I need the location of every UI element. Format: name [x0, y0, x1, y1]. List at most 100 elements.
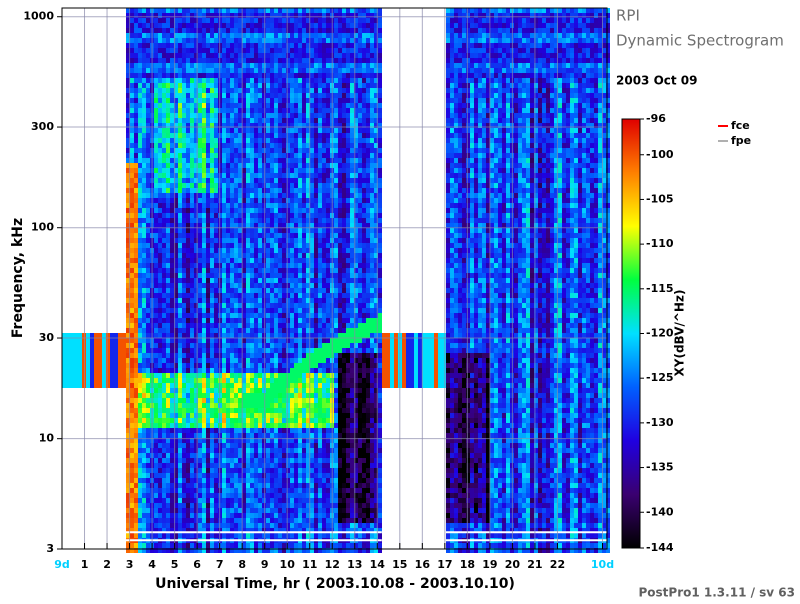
spectrogram-cell	[186, 313, 190, 318]
spectrogram-cell	[138, 363, 142, 368]
spectrogram-cell	[90, 373, 94, 378]
spectrogram-cell	[242, 13, 246, 18]
spectrogram-cell	[126, 458, 130, 463]
spectrogram-cell	[190, 193, 194, 198]
spectrogram-cell	[222, 363, 226, 368]
spectrogram-cell	[274, 328, 278, 333]
spectrogram-cell	[270, 273, 274, 278]
spectrogram-cell	[222, 48, 226, 53]
spectrogram-cell	[250, 398, 254, 403]
spectrogram-cell	[138, 523, 142, 528]
spectrogram-cell	[222, 123, 226, 128]
spectrogram-cell	[246, 523, 250, 528]
spectrogram-cell	[138, 168, 142, 173]
spectrogram-cell	[262, 38, 266, 43]
spectrogram-cell	[210, 358, 214, 363]
spectrogram-cell	[134, 8, 138, 13]
spectrogram-cell	[162, 363, 166, 368]
spectrogram-cell	[246, 423, 250, 428]
spectrogram-cell	[202, 423, 206, 428]
spectrogram-cell	[134, 348, 138, 353]
spectrogram-cell	[210, 478, 214, 483]
spectrogram-cell	[294, 438, 298, 443]
spectrogram-cell	[258, 308, 262, 313]
spectrogram-cell	[246, 268, 250, 273]
spectrogram-cell	[262, 233, 266, 238]
spectrogram-cell	[126, 88, 130, 93]
spectrogram-cell	[166, 258, 170, 263]
spectrogram-cell	[78, 333, 82, 338]
spectrogram-cell	[282, 403, 286, 408]
spectrogram-cell	[230, 393, 234, 398]
spectrogram-cell	[126, 228, 130, 233]
spectrogram-cell	[286, 218, 290, 223]
spectrogram-cell	[142, 183, 146, 188]
spectrogram-cell	[142, 348, 146, 353]
spectrogram-cell	[190, 388, 194, 393]
spectrogram-cell	[286, 343, 290, 348]
spectrogram-cell	[166, 523, 170, 528]
spectrogram-cell	[246, 478, 250, 483]
spectrogram-cell	[182, 418, 186, 423]
spectrogram-cell	[66, 338, 70, 343]
spectrogram-cell	[246, 373, 250, 378]
spectrogram-cell	[186, 298, 190, 303]
spectrogram-cell	[262, 548, 266, 553]
spectrogram-cell	[158, 323, 162, 328]
spectrogram-cell	[142, 243, 146, 248]
spectrogram-cell	[270, 373, 274, 378]
spectrogram-cell	[202, 548, 206, 553]
spectrogram-cell	[114, 348, 118, 353]
spectrogram-cell	[186, 218, 190, 223]
spectrogram-cell	[158, 288, 162, 293]
spectrogram-cell	[146, 513, 150, 518]
spectrogram-cell	[254, 503, 258, 508]
spectrogram-cell	[142, 258, 146, 263]
spectrogram-cell	[182, 323, 186, 328]
spectrogram-cell	[170, 208, 174, 213]
spectrogram-cell	[222, 383, 226, 388]
spectrogram-cell	[102, 353, 106, 358]
spectrogram-cell	[174, 93, 178, 98]
spectrogram-cell	[138, 48, 142, 53]
spectrogram-cell	[246, 353, 250, 358]
spectrogram-cell	[130, 93, 134, 98]
spectrogram-cell	[246, 43, 250, 48]
spectrogram-cell	[194, 503, 198, 508]
spectrogram-cell	[126, 508, 130, 513]
spectrogram-cell	[238, 393, 242, 398]
spectrogram-cell	[274, 343, 278, 348]
spectrogram-cell	[214, 443, 218, 448]
spectrogram-cell	[154, 23, 158, 28]
spectrogram-cell	[130, 388, 134, 393]
spectrogram-cell	[214, 413, 218, 418]
spectrogram-cell	[222, 253, 226, 258]
spectrogram-cell	[294, 233, 298, 238]
spectrogram-cell	[186, 473, 190, 478]
spectrogram-cell	[286, 188, 290, 193]
spectrogram-cell	[214, 278, 218, 283]
spectrogram-cell	[202, 213, 206, 218]
spectrogram-cell	[166, 218, 170, 223]
spectrogram-cell	[242, 408, 246, 413]
spectrogram-cell	[182, 463, 186, 468]
spectrogram-cell	[138, 213, 142, 218]
spectrogram-cell	[282, 178, 286, 183]
spectrogram-cell	[146, 8, 150, 13]
spectrogram-cell	[270, 288, 274, 293]
spectrogram-cell	[142, 38, 146, 43]
spectrogram-cell	[234, 68, 238, 73]
spectrogram-cell	[78, 358, 82, 363]
spectrogram-cell	[186, 203, 190, 208]
spectrogram-cell	[142, 533, 146, 538]
spectrogram-cell	[282, 13, 286, 18]
spectrogram-cell	[266, 398, 270, 403]
spectrogram-cell	[190, 158, 194, 163]
spectrogram-cell	[286, 128, 290, 133]
spectrogram-cell	[206, 303, 210, 308]
spectrogram-cell	[158, 428, 162, 433]
spectrogram-cell	[286, 38, 290, 43]
spectrogram-cell	[234, 408, 238, 413]
spectrogram-cell	[278, 108, 282, 113]
spectrogram-cell	[246, 58, 250, 63]
